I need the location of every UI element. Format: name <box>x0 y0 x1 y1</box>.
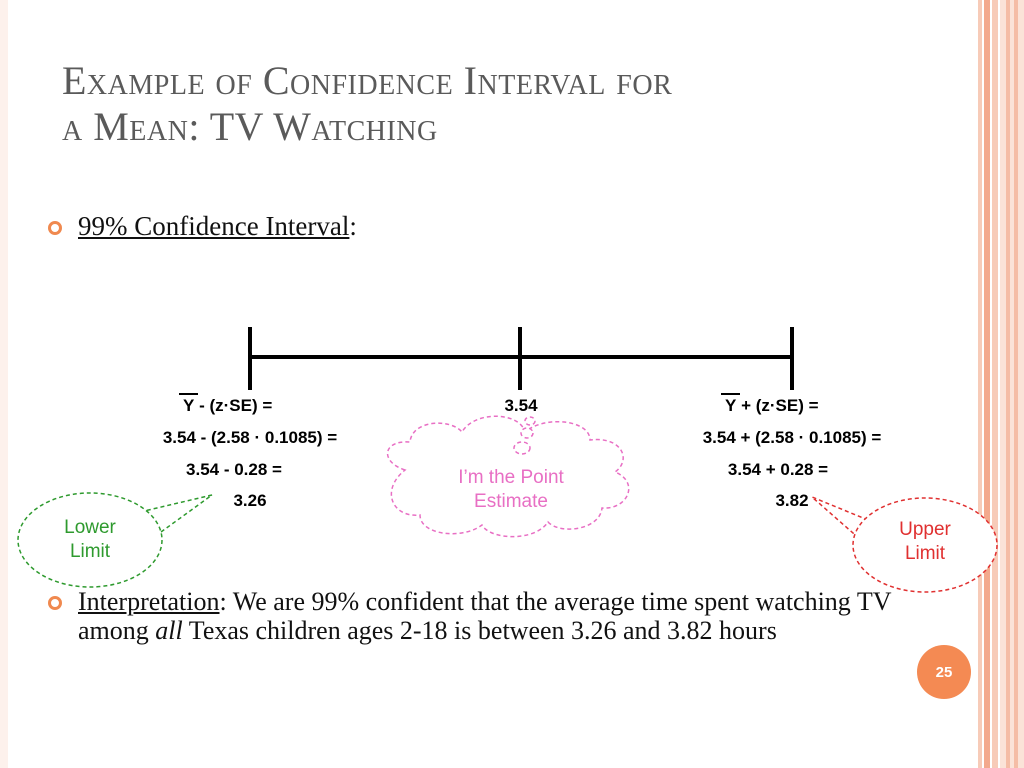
point-estimate-cloud <box>386 415 630 538</box>
interpretation-body: : We are 99% confident that the average … <box>78 587 892 645</box>
y-bar-symbol: Y <box>178 393 199 415</box>
interpretation-label: Interpretation <box>78 587 220 616</box>
point-estimate-callout-text: I’m the Point Estimate <box>458 466 564 514</box>
callout-line: Limit <box>904 543 946 564</box>
upper-formula-text: + (z·SE) = <box>736 396 819 415</box>
interpretation-emphasis: all <box>155 616 183 645</box>
callout-line: Lower <box>64 517 116 538</box>
callout-line: I’m the Point <box>458 467 564 488</box>
upper-formula-line-3: 3.54 + 0.28 = <box>727 460 829 479</box>
y-bar-symbol: Y <box>720 393 741 415</box>
lower-limit-callout <box>17 492 213 588</box>
ci-heading-label: 99% Confidence Interval <box>78 211 350 241</box>
interpretation-body: Texas children ages 2-18 is between 3.26… <box>182 616 777 645</box>
bullet-icon <box>48 596 62 610</box>
right-decor-stripe <box>978 0 982 768</box>
right-decor-stripe <box>992 0 998 768</box>
right-decor-stripe <box>984 0 990 768</box>
bullet-icon <box>48 221 62 235</box>
callout-line: Limit <box>69 541 111 562</box>
lower-formula-line-3: 3.54 - 0.28 = <box>186 460 282 479</box>
lower-formula-line-1: Y - (z·SE) = <box>178 393 273 416</box>
title-line-1: Example of Confidence Interval for <box>62 58 673 103</box>
page-number-badge: 25 <box>917 645 971 699</box>
ci-heading-colon: : <box>349 211 357 241</box>
title-line-2: a Mean: TV Watching <box>62 104 438 149</box>
upper-limit-callout-text: Upper Limit <box>899 518 951 566</box>
lower-limit-callout-text: Lower Limit <box>64 516 116 564</box>
upper-formula-line-2: 3.54 + (2.58 · 0.1085) = <box>702 428 882 447</box>
callout-line: Upper <box>899 519 951 540</box>
point-estimate-value: 3.54 <box>504 396 538 415</box>
interpretation-text: Interpretation: We are 99% confident tha… <box>78 587 958 645</box>
right-decor-stripe <box>1014 0 1018 768</box>
lower-limit-value: 3.26 <box>233 491 267 510</box>
upper-limit-callout <box>811 496 998 593</box>
left-decor-bar <box>0 0 8 768</box>
right-decor-stripe <box>1006 0 1010 768</box>
upper-formula-line-1: Y + (z·SE) = <box>720 393 819 416</box>
ci-heading: 99% Confidence Interval: <box>78 211 357 242</box>
right-decor-band <box>1000 0 1024 768</box>
upper-limit-value: 3.82 <box>775 491 809 510</box>
lower-formula-text: - (z·SE) = <box>194 396 273 415</box>
lower-formula-line-2: 3.54 - (2.58 · 0.1085) = <box>162 428 338 447</box>
callout-line: Estimate <box>474 491 548 512</box>
slide-title: Example of Confidence Interval for a Mea… <box>62 58 942 150</box>
